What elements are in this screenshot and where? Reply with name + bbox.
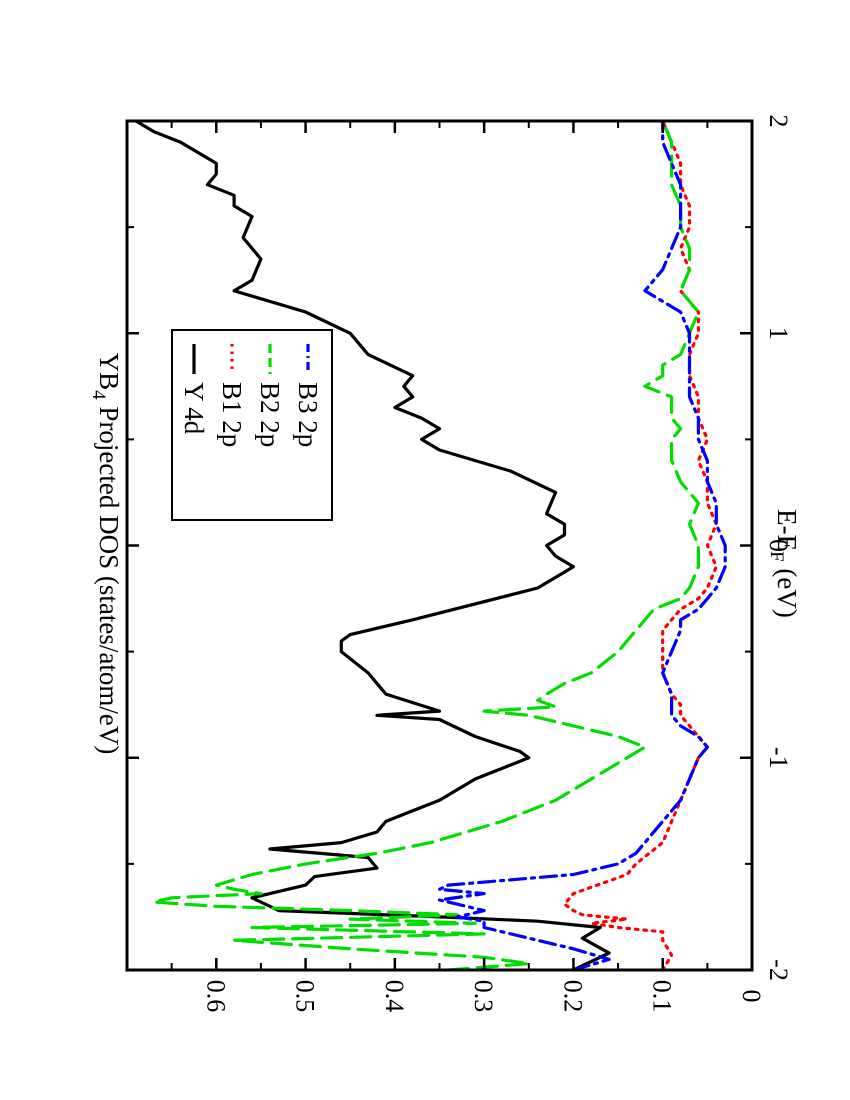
plot-frame bbox=[125, 119, 754, 972]
series-line-b3-2p bbox=[437, 119, 727, 972]
legend-box bbox=[171, 329, 333, 521]
x-axis-title: E-EF (eV) bbox=[766, 509, 802, 618]
series-line-b2-2p bbox=[152, 119, 701, 972]
y-axis-title-post: Projected DOS (states/atom/eV) bbox=[94, 400, 124, 755]
x-tick-label: 1 bbox=[764, 327, 793, 340]
y-tick-label: 0.4 bbox=[380, 980, 409, 1013]
series-line-y-4d bbox=[134, 119, 611, 972]
plot-area: -2 -1 0 1 2 0 0.1 0.2 0.3 0.4 0.5 0.6 Y 4d B1 2p B2 2… bbox=[88, 115, 802, 1013]
y-axis-title: YB4 Projected DOS (states/atom/eV) bbox=[88, 353, 124, 755]
y-tick-label: 0.2 bbox=[558, 980, 587, 1013]
x-tick-label: -2 bbox=[764, 959, 793, 981]
x-axis-title-tail: (eV) bbox=[772, 562, 802, 618]
y-tick-label: 0.6 bbox=[201, 980, 230, 1013]
y-tick-label: 0.5 bbox=[291, 980, 320, 1013]
legend-label: B2 2p bbox=[255, 382, 285, 447]
x-tick-label: 0 bbox=[764, 539, 793, 552]
y-tick-label: 0 bbox=[737, 990, 766, 1003]
x-axis-title-main: E-E bbox=[772, 509, 802, 551]
y-tick-label: 0.1 bbox=[648, 980, 677, 1013]
legend-label: Y 4d bbox=[179, 382, 209, 435]
legend-label: B3 2p bbox=[293, 382, 323, 447]
legend: Y 4d B1 2p B2 2p B3 2p bbox=[171, 329, 333, 521]
tick-layer: -2 -1 0 1 2 0 0.1 0.2 0.3 0.4 0.5 0.6 bbox=[127, 115, 793, 1013]
x-tick-label: 2 bbox=[764, 115, 793, 128]
y-tick-label: 0.3 bbox=[469, 980, 498, 1013]
series-line-b1-2p bbox=[562, 119, 718, 972]
y-axis-title-pre: YB bbox=[94, 353, 124, 391]
legend-label: B1 2p bbox=[217, 382, 247, 447]
x-axis-title-sub: F bbox=[766, 551, 787, 562]
series-layer bbox=[134, 119, 727, 972]
y-axis-title-sub: 4 bbox=[88, 390, 109, 400]
x-tick-label: -1 bbox=[764, 747, 793, 769]
